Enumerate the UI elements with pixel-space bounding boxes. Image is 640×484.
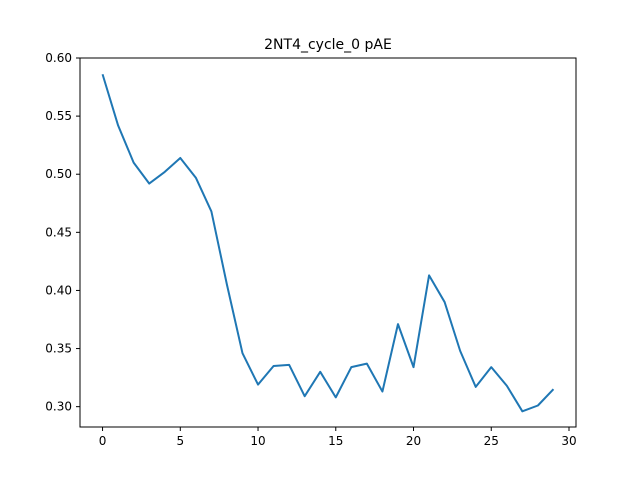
axes: 0 5 10 15 20 25 30 0.30 0.35 0.40 0.45 0.50 0.55 0.60 <box>45 51 576 448</box>
x-tick-label: 30 <box>561 434 576 448</box>
x-tick-label: 20 <box>406 434 421 448</box>
y-tick-label: 0.45 <box>45 225 72 239</box>
x-tick-label: 10 <box>250 434 265 448</box>
plot-area <box>101 73 555 413</box>
y-tick-label: 0.30 <box>45 400 72 414</box>
y-tick-label: 0.55 <box>45 109 72 123</box>
x-tick-label: 0 <box>99 434 107 448</box>
series-line-0 <box>101 73 555 413</box>
x-tick-label: 15 <box>328 434 343 448</box>
y-tick-label: 0.50 <box>45 167 72 181</box>
y-tick-label: 0.60 <box>45 51 72 65</box>
x-tick-label: 5 <box>176 434 184 448</box>
y-tick-label: 0.35 <box>45 342 72 356</box>
chart-title: 2NT4_cycle_0 pAE <box>264 37 392 53</box>
axes-frame <box>79 57 577 428</box>
x-tick-label: 25 <box>484 434 499 448</box>
y-tick-label: 0.40 <box>45 283 72 297</box>
